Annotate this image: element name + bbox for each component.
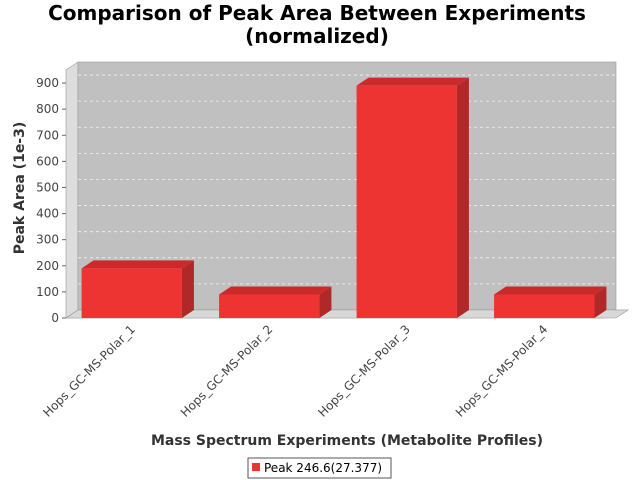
- x-axis-title: Mass Spectrum Experiments (Metabolite Pr…: [151, 433, 543, 449]
- bar-top: [81, 260, 194, 269]
- bar-front: [81, 268, 182, 318]
- bar: [356, 77, 469, 319]
- legend: Peak 246.6(27.377): [247, 457, 392, 479]
- x-axis-tick-labels: Hops_GC-MS-Polar_1 Hops_GC-MS-Polar_2 Hops…: [40, 322, 550, 420]
- bars: [81, 77, 607, 319]
- y-tick-label: 800: [36, 102, 59, 116]
- y-tick-label: 200: [36, 259, 59, 273]
- x-tick-label: Hops_GC-MS-Polar_2: [178, 322, 276, 420]
- x-tick-label: Hops_GC-MS-Polar_1: [40, 322, 138, 420]
- y-tick-label: 100: [36, 285, 59, 299]
- bar: [494, 286, 607, 318]
- chart-title-line-2: (normalized): [245, 24, 389, 48]
- bar-side: [456, 77, 469, 319]
- chart-title-line-1: Comparison of Peak Area Between Experime…: [48, 1, 586, 25]
- y-tick-label: 500: [36, 180, 59, 194]
- bar-side: [181, 260, 194, 318]
- legend-label: Peak 246.6(27.377): [264, 461, 382, 475]
- bar-front: [356, 85, 457, 319]
- legend-box: [247, 457, 392, 479]
- y-tick-label: 900: [36, 76, 59, 90]
- bar-top: [356, 77, 469, 86]
- y-tick-label: 300: [36, 233, 59, 247]
- y-tick-label: 600: [36, 154, 59, 168]
- bar-front: [494, 294, 595, 318]
- y-tick-label: 700: [36, 128, 59, 142]
- bar-top: [219, 286, 332, 295]
- bar: [219, 286, 332, 318]
- bar-front: [219, 294, 320, 318]
- bar-side: [594, 286, 607, 318]
- y-tick-label: 400: [36, 207, 59, 221]
- y-tick-label: 0: [51, 311, 59, 325]
- x-tick-label: Hops_GC-MS-Polar_3: [315, 322, 413, 420]
- plot-left-wall: [65, 61, 79, 319]
- bar-top: [494, 286, 607, 295]
- x-tick-label: Hops_GC-MS-Polar_4: [453, 322, 551, 420]
- legend-swatch: [252, 463, 260, 471]
- y-axis-ticks: 0 100 200 300 400 500 600 700 800 900: [36, 76, 66, 325]
- bar: [81, 260, 194, 318]
- y-axis-title: Peak Area (1e-3): [12, 122, 28, 255]
- bar-side: [319, 286, 332, 318]
